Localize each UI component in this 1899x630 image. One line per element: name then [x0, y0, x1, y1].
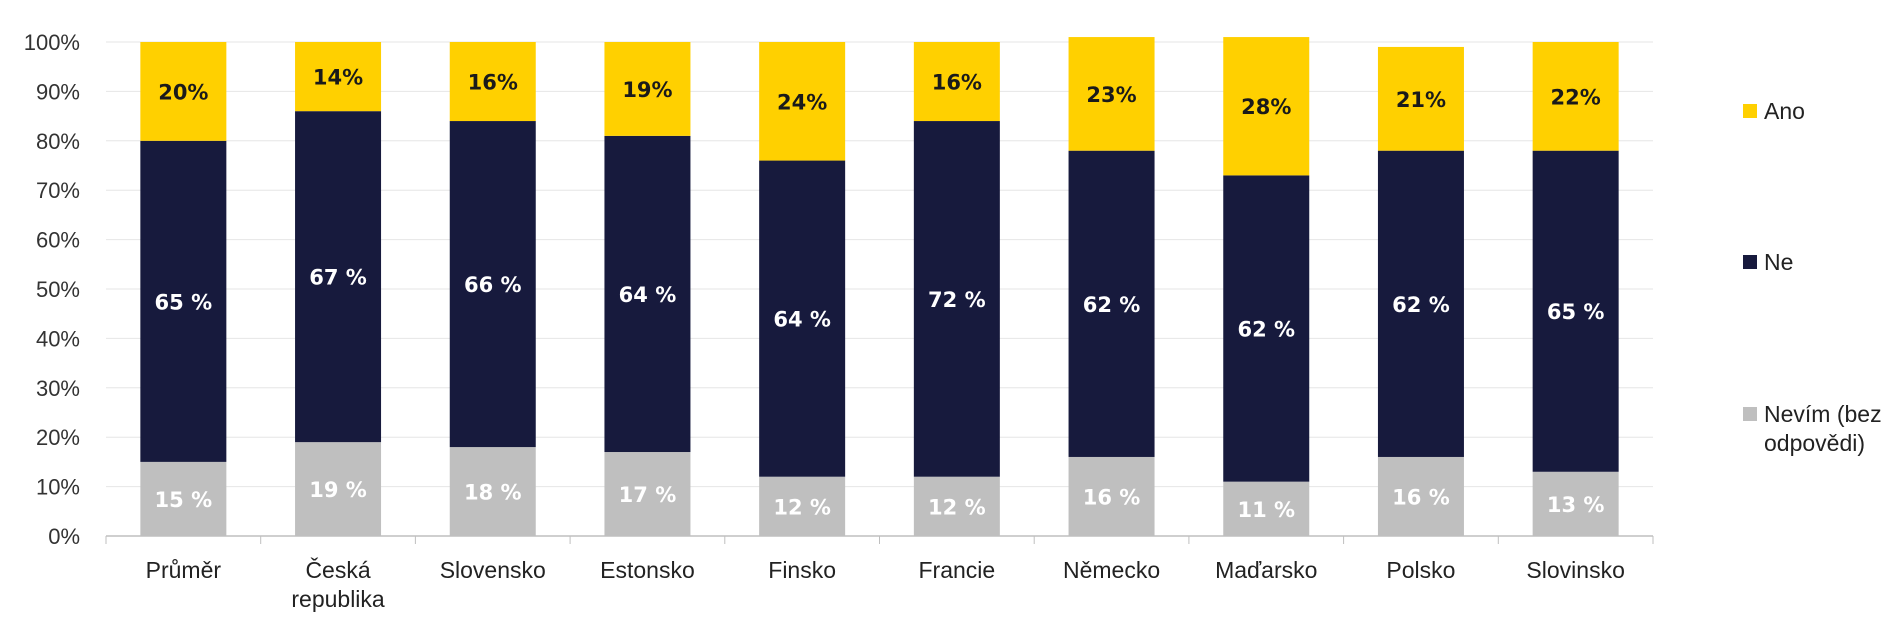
- bar-segment: [449, 42, 536, 122]
- bar-segment: [759, 476, 846, 536]
- y-tick-label: 0%: [48, 524, 80, 549]
- data-label: 17 %: [619, 483, 677, 507]
- data-label: 65 %: [1547, 300, 1605, 324]
- bar-segment: [1223, 37, 1310, 176]
- bar-segment: [140, 140, 227, 462]
- bar-segment: [295, 442, 382, 536]
- x-tick-label: Polsko: [1386, 557, 1455, 583]
- data-label: 13 %: [1547, 493, 1605, 517]
- bar-segment: [759, 160, 846, 477]
- legend-item: Ne: [1743, 249, 1793, 275]
- bar-segment: [913, 42, 1000, 122]
- bar-segment: [449, 447, 536, 536]
- data-label: 64 %: [619, 283, 677, 307]
- bar-segment: [604, 452, 691, 536]
- y-tick-label: 60%: [36, 228, 80, 253]
- data-label: 67 %: [309, 266, 367, 290]
- data-label: 72 %: [928, 288, 986, 312]
- x-tick-label: Slovensko: [440, 557, 546, 583]
- legend-item: Ano: [1743, 98, 1805, 124]
- x-tick-label: Česká republika: [291, 556, 385, 612]
- x-tick-label: Slovinsko: [1526, 557, 1624, 583]
- data-label: 62 %: [1237, 318, 1295, 342]
- data-label: 15 %: [155, 488, 213, 512]
- data-label: 11 %: [1237, 498, 1295, 522]
- x-axis: Průměr Česká republika Slovensko Estonsko Fin…: [105, 535, 1654, 612]
- y-tick-label: 20%: [36, 425, 80, 450]
- data-label: 24%: [777, 90, 827, 114]
- y-tick-label: 100%: [24, 30, 80, 55]
- data-label: 28%: [1241, 95, 1291, 119]
- legend-label: Ano: [1764, 98, 1805, 124]
- data-label: 12 %: [928, 495, 986, 519]
- data-label: 19 %: [309, 478, 367, 502]
- data-label: 23%: [1086, 83, 1136, 107]
- data-label: 16%: [468, 71, 518, 95]
- bar-segment: [759, 42, 846, 161]
- y-tick-label: 40%: [36, 326, 80, 351]
- y-tick-label: 90%: [36, 79, 80, 104]
- bar-segment: [604, 135, 691, 453]
- bar-segment: [140, 42, 227, 141]
- y-tick-label: 70%: [36, 178, 80, 203]
- data-label: 64 %: [773, 308, 831, 332]
- x-tick-label: Německo: [1063, 557, 1160, 583]
- data-label: 21%: [1396, 88, 1446, 112]
- data-label: 62 %: [1083, 293, 1141, 317]
- data-label: 62 %: [1392, 293, 1450, 317]
- bar-segment: [1223, 481, 1310, 536]
- y-tick-label: 50%: [36, 277, 80, 302]
- data-label: 19%: [622, 78, 672, 102]
- data-label: 16%: [932, 71, 982, 95]
- legend-label: Ne: [1764, 249, 1793, 275]
- y-tick-label: 80%: [36, 129, 80, 154]
- data-label: 65 %: [155, 290, 213, 314]
- data-label: 14%: [313, 66, 363, 90]
- bar-segment: [1068, 456, 1155, 536]
- bar-segment: [1068, 150, 1155, 457]
- legend-item: Nevím (bez odpovědi): [1743, 401, 1882, 456]
- data-label: 12 %: [773, 495, 831, 519]
- y-tick-label: 10%: [36, 475, 80, 500]
- bar-segment: [449, 121, 536, 448]
- bar-segment: [295, 42, 382, 112]
- legend-swatch: [1743, 104, 1757, 118]
- y-axis: 0% 10% 20% 30% 40% 50% 60% 70% 80% 90% 100%: [24, 30, 80, 549]
- legend: Ano Ne Nevím (bez odpovědi): [1743, 98, 1882, 456]
- legend-label: Nevím (bez odpovědi): [1764, 401, 1882, 456]
- bar-segment: [1068, 37, 1155, 151]
- data-label: 16 %: [1083, 485, 1141, 509]
- data-label: 66 %: [464, 273, 522, 297]
- data-label: 20%: [158, 80, 208, 104]
- bar-segment: [1377, 46, 1464, 151]
- bar-segment: [913, 476, 1000, 536]
- bar-segment: [1377, 456, 1464, 536]
- x-tick-label: Finsko: [768, 557, 836, 583]
- bar-segment: [140, 461, 227, 536]
- bar-segment: [1532, 42, 1619, 151]
- x-tick-label: Francie: [918, 557, 995, 583]
- y-tick-label: 30%: [36, 376, 80, 401]
- data-label: 16 %: [1392, 485, 1450, 509]
- data-label: 18 %: [464, 481, 522, 505]
- x-tick-label: Estonsko: [600, 557, 695, 583]
- x-tick-label: Maďarsko: [1215, 557, 1317, 583]
- bars: 15 % 65 % 20% 19 % 67 % 14% 18 % 66 % 16% 17 % 64 …: [140, 37, 1619, 536]
- bar-segment: [1377, 150, 1464, 457]
- data-label: 22%: [1551, 85, 1601, 109]
- bar-segment: [1532, 150, 1619, 472]
- bar-segment: [1223, 175, 1310, 482]
- legend-swatch: [1743, 255, 1757, 269]
- x-tick-label: Průměr: [146, 557, 222, 583]
- bar-segment: [295, 111, 382, 443]
- bar-segment: [604, 42, 691, 136]
- legend-swatch: [1743, 407, 1757, 421]
- bar-segment: [1532, 471, 1619, 536]
- bar-segment: [913, 121, 1000, 477]
